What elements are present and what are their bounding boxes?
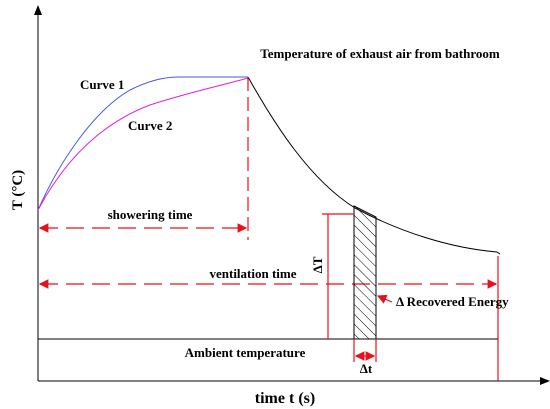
curve-1: [37, 76, 248, 211]
y-axis-label: T (°C): [10, 170, 26, 210]
diagram-title: Temperature of exhaust air from bathroom: [260, 46, 500, 61]
recovered-energy-label: Δ Recovered Energy: [396, 294, 509, 309]
ambient-label: Ambient temperature: [185, 345, 306, 360]
x-axis-label: time t (s): [255, 390, 315, 407]
recovered-energy-strip: [353, 205, 377, 340]
delta-T-label: ΔT: [310, 256, 325, 273]
curve-2: [37, 77, 249, 211]
ventilation-time-label: ventilation time: [209, 266, 296, 281]
curve-1-label: Curve 1: [80, 77, 124, 92]
curve-2-label: Curve 2: [128, 118, 172, 133]
recovered-energy-leader: [376, 294, 393, 304]
y-axis-arrow: [34, 5, 42, 15]
x-axis-arrow: [540, 377, 550, 385]
showering-time-label: showering time: [108, 207, 193, 222]
delta-t-label: Δt: [360, 361, 373, 376]
